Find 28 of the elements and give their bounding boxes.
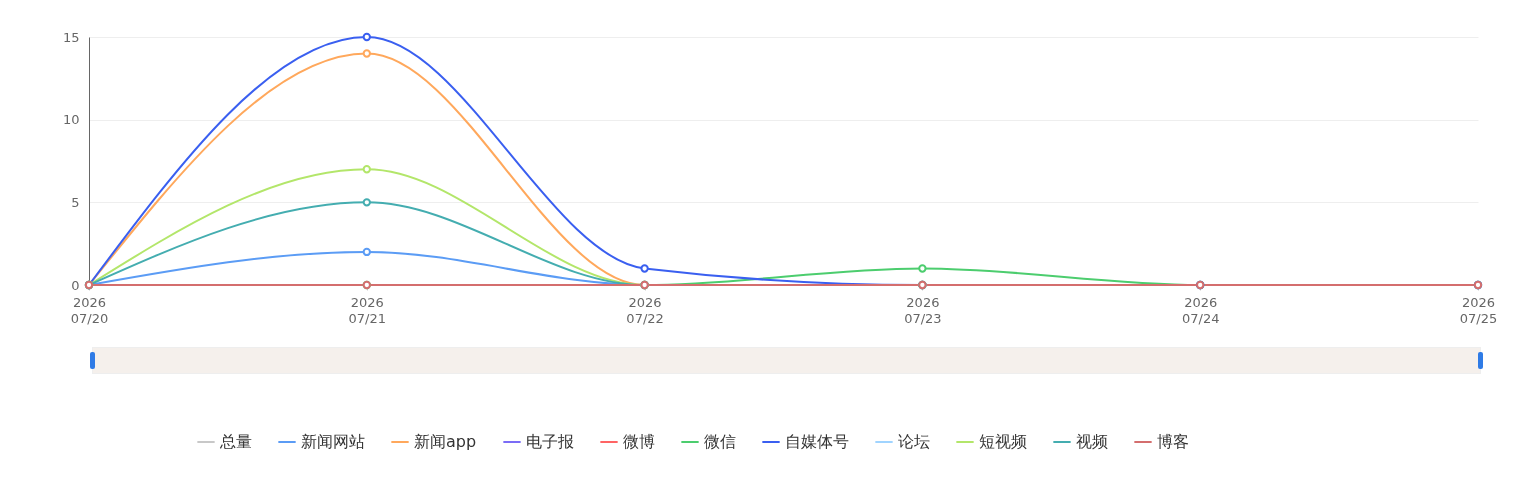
x-tick-label: 2026 07/23 [904,294,942,326]
legend-label: 微博 [623,432,655,451]
point [362,165,371,174]
legend-label: 论坛 [898,432,930,451]
point [362,247,371,257]
y-tick-label: 15 [62,29,80,45]
x-tick-label: 2026 07/25 [1459,294,1498,326]
legend-label: 新闻网站 [301,432,365,451]
x-tick-label: 2026 07/21 [348,294,387,326]
legend-label: 微信 [704,432,736,451]
legend-label: 新闻app [414,432,477,451]
legend-label: 电子报 [526,432,574,451]
point [362,198,371,207]
legend-label: 自媒体号 [785,432,849,451]
point [362,49,371,58]
legend-label: 视频 [1076,432,1108,451]
point [918,264,927,273]
y-tick-label: 5 [71,194,80,210]
point [640,264,649,273]
y-tick-label: 10 [62,112,80,128]
legend-label: 博客 [1157,432,1189,451]
y-tick-label: 0 [71,277,80,293]
legend-label: 短视频 [979,432,1027,451]
x-tick-label: 2026 07/22 [626,294,664,326]
x-tick-label: 2026 07/20 [70,294,109,326]
point [362,32,371,42]
legend-label: 总量 [219,432,252,451]
x-tick-label: 2026 07/24 [1181,294,1220,326]
